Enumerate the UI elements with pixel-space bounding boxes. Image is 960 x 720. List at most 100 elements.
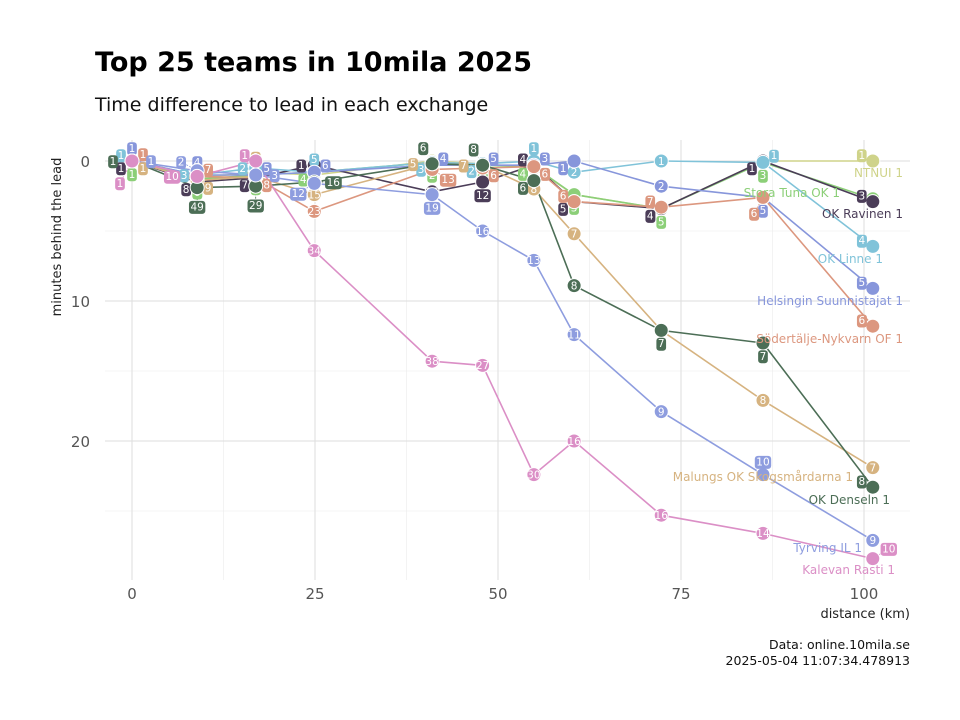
point-marker (526, 159, 542, 175)
point-rank-label: 2 (468, 166, 475, 178)
point-rank-label: 23 (308, 206, 321, 218)
data-point: 9 (865, 532, 881, 548)
point-marker (566, 278, 582, 294)
grid (105, 140, 910, 580)
data-point: 1 (115, 153, 140, 191)
point-rank-label: 1 (140, 163, 147, 175)
rank-label-background (856, 149, 867, 163)
rank-label-background (261, 179, 272, 193)
series-end-label: OK Ravinen 1 (822, 207, 903, 221)
rank-label-background (127, 168, 137, 182)
point-rank-label: 10 (882, 543, 895, 555)
data-point: 6 (518, 173, 542, 195)
point-rank-label: 16 (327, 177, 341, 189)
point-rank-label: 3 (858, 190, 865, 202)
rank-label-background (558, 202, 568, 216)
rank-label-background (758, 169, 768, 183)
data-point: 3 (856, 189, 881, 210)
rank-label-background (468, 143, 479, 157)
rank-label-background (239, 149, 250, 163)
data-point: 15 (306, 187, 322, 203)
point-rank-label: 1 (148, 156, 155, 168)
series-end-label: Malungs OK Skogsmårdarna 1 (673, 470, 853, 484)
data-point: 14 (755, 525, 771, 541)
point-marker (653, 199, 669, 215)
data-point: 8 (856, 475, 881, 495)
point-rank-label: 27 (476, 360, 489, 372)
rank-label-background (239, 179, 250, 193)
data-point: 10 (865, 542, 897, 567)
point-rank-label: 1 (771, 150, 778, 162)
rank-label-background (754, 455, 772, 469)
point-rank-label: 6 (420, 143, 427, 155)
point-rank-label: 6 (751, 208, 758, 220)
point-marker (306, 175, 322, 191)
rank-label-background (656, 215, 667, 229)
y-tick-label: 0 (80, 153, 90, 171)
data-point: 12 (474, 174, 491, 203)
data-point: 7 (755, 335, 771, 364)
rank-label-background (146, 155, 156, 169)
data-point: 7 (653, 322, 669, 351)
point-marker (755, 335, 771, 351)
data-point: 34 (306, 243, 322, 259)
point-rank-label: 4 (520, 168, 527, 180)
point-rank-label: 1 (749, 163, 756, 175)
point-marker (306, 203, 322, 219)
point-rank-label: 4 (858, 235, 865, 247)
rank-label-background (116, 162, 126, 176)
rank-label-background (416, 163, 426, 177)
point-rank-label: 6 (542, 168, 549, 180)
data-point: 16 (566, 433, 582, 449)
point-marker (566, 433, 582, 449)
point-rank-label: 13 (441, 174, 454, 186)
x-tick-label: 75 (671, 585, 690, 603)
data-point: 7 (645, 195, 669, 215)
point-rank-label: 8 (470, 144, 477, 156)
point-rank-label: 9 (869, 535, 876, 547)
point-rank-label: 1 (118, 150, 125, 162)
rank-label-background (747, 162, 757, 176)
point-marker (865, 460, 881, 476)
point-rank-label: 4 (440, 153, 447, 165)
point-rank-label: 9 (658, 406, 665, 418)
rank-label-background (439, 173, 457, 187)
data-point: 38 (424, 353, 440, 369)
series-end-label: Södertälje-Nykvarn OF 1 (756, 332, 903, 346)
data-point: 6 (749, 189, 771, 221)
point-marker (424, 353, 440, 369)
data-point: 8 (755, 392, 771, 408)
chart-subtitle: Time difference to lead in each exchange (94, 94, 488, 116)
point-marker (526, 252, 542, 268)
series-end-label: Kalevan Rasti 1 (802, 563, 895, 577)
point-rank-label: 5 (311, 154, 318, 166)
point-marker (475, 357, 491, 373)
point-marker (653, 178, 669, 194)
x-tick-label: 50 (488, 585, 507, 603)
point-rank-label: 13 (527, 255, 540, 267)
point-rank-label: 8 (263, 180, 270, 192)
data-point: 16 (653, 507, 669, 523)
data-point: 4 (856, 234, 881, 254)
point-rank-label: 5 (760, 205, 767, 217)
rank-label-background (247, 199, 264, 213)
point-marker (566, 194, 582, 210)
rank-label-background (856, 189, 867, 203)
point-rank-label: 38 (425, 356, 438, 368)
rank-label-background (237, 162, 248, 176)
point-rank-label: 16 (655, 510, 669, 522)
rank-label-background (518, 153, 529, 167)
point-rank-label: 8 (183, 184, 190, 196)
point-rank-label: 3 (542, 153, 549, 165)
point-rank-label: 49 (190, 201, 203, 213)
point-marker (424, 187, 440, 203)
point-marker (526, 173, 542, 189)
point-rank-label: 6 (560, 190, 567, 202)
data-point: 27 (475, 357, 491, 373)
rank-label-background (269, 169, 280, 183)
rank-label-background (181, 183, 191, 197)
data-point: 13 (526, 252, 542, 268)
point-marker (755, 189, 771, 205)
point-rank-label: 8 (760, 395, 767, 407)
